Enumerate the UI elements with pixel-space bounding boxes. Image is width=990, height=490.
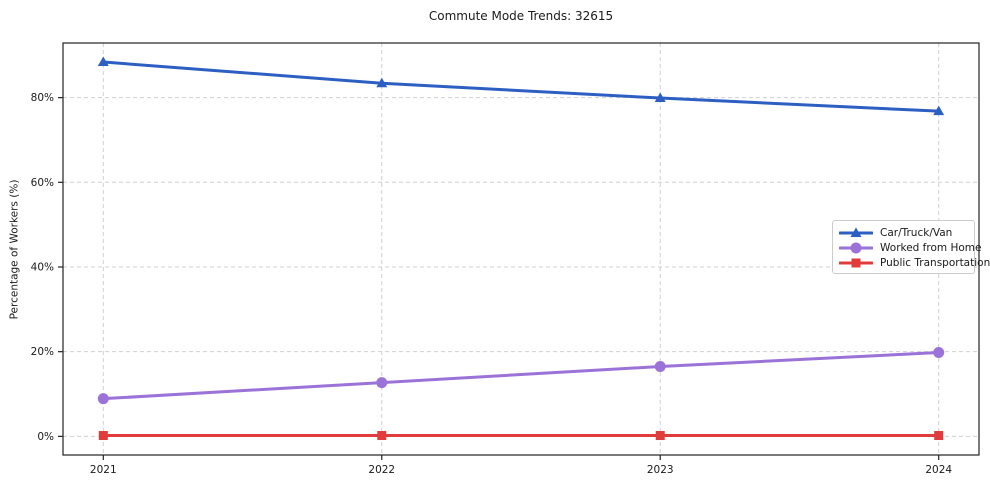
legend-item-public-transportation: Public Transportation [839,255,990,270]
circle-marker [850,242,862,253]
legend-label: Car/Truck/Van [880,226,953,239]
square-marker [377,431,387,441]
plot-border [62,42,980,456]
chart-title: Commute Mode Trends: 32615 [428,9,614,23]
triangle-marker [933,105,945,116]
y-tick-label: 20% [31,346,54,358]
square-marker [98,431,108,441]
y-tick-label: 80% [31,92,54,104]
legend-square-marker-icon [839,258,873,267]
y-tick-label: 40% [31,261,54,273]
triangle-marker [376,77,388,88]
series-worked-from-home [97,347,945,405]
x-tick-label: 2024 [925,464,952,476]
circle-marker [933,347,945,359]
circle-marker [654,361,666,373]
x-tick-label: 2021 [90,464,117,476]
series-line [101,60,941,113]
legend: Car/Truck/Van Worked from Home Public Tr… [832,220,990,274]
series-public-transportation [98,431,944,441]
triangle-marker [654,92,666,103]
legend-triangle-marker-icon [839,227,873,237]
y-tick-label: 0% [37,431,54,443]
circle-marker [97,393,109,405]
legend-circle-marker-icon [839,242,873,253]
square-marker [851,258,861,267]
legend-item-car-truck-van: Car/Truck/Van [839,225,968,240]
x-tick-label: 2023 [647,464,674,476]
x-tick-label: 2022 [368,464,395,476]
legend-label: Public Transportation [880,256,990,269]
circle-marker [376,377,388,389]
legend-label: Worked from Home [880,241,982,254]
y-tick-label: 60% [31,177,54,189]
triangle-marker [97,56,109,67]
square-marker [934,431,944,441]
legend-item-worked-from-home: Worked from Home [839,240,981,255]
series-car-truck-van [97,56,945,116]
series-line [101,351,941,401]
triangle-marker [850,227,862,237]
square-marker [655,431,665,441]
